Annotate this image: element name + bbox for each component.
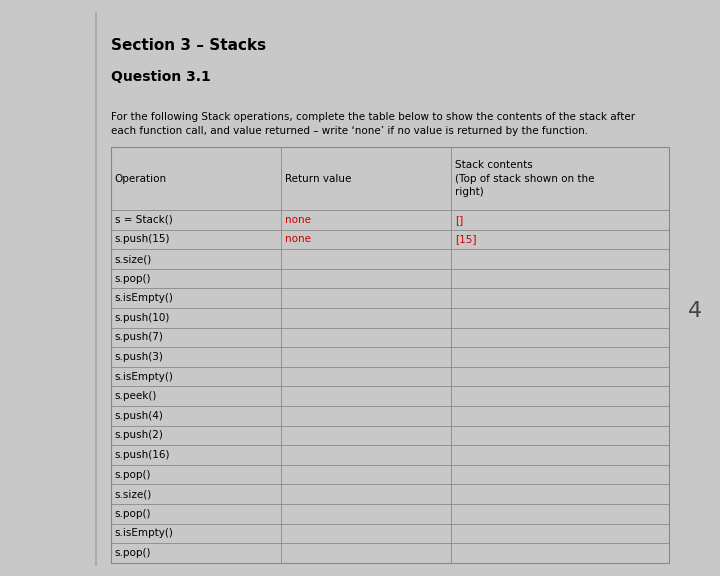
Text: s.push(3): s.push(3) [115, 352, 163, 362]
Text: s.push(10): s.push(10) [115, 313, 170, 323]
Text: s.pop(): s.pop() [115, 274, 151, 283]
Text: s.push(15): s.push(15) [115, 234, 171, 244]
Text: For the following Stack operations, complete the table below to show the content: For the following Stack operations, comp… [111, 112, 635, 137]
Text: s.pop(): s.pop() [115, 469, 151, 480]
Text: s.pop(): s.pop() [115, 548, 151, 558]
Text: Section 3 – Stacks: Section 3 – Stacks [111, 37, 266, 52]
Text: s.push(16): s.push(16) [115, 450, 171, 460]
Text: s.isEmpty(): s.isEmpty() [115, 293, 174, 303]
Text: none: none [285, 215, 311, 225]
Text: Operation: Operation [115, 173, 167, 184]
Text: s.isEmpty(): s.isEmpty() [115, 372, 174, 382]
Text: s.size(): s.size() [115, 489, 152, 499]
Bar [111, 147, 669, 563]
Text: s.isEmpty(): s.isEmpty() [115, 528, 174, 539]
Text: s.push(7): s.push(7) [115, 332, 163, 342]
Text: s.size(): s.size() [115, 254, 152, 264]
Text: s.push(2): s.push(2) [115, 430, 163, 441]
Text: [15]: [15] [455, 234, 477, 244]
Text: 4: 4 [688, 301, 702, 321]
Text: s.push(4): s.push(4) [115, 411, 163, 421]
Text: s = Stack(): s = Stack() [115, 215, 173, 225]
Text: []: [] [455, 215, 464, 225]
Text: Return value: Return value [285, 173, 351, 184]
Text: s.pop(): s.pop() [115, 509, 151, 519]
Text: Stack contents
(Top of stack shown on the
right): Stack contents (Top of stack shown on th… [455, 161, 595, 197]
Text: Question 3.1: Question 3.1 [111, 70, 210, 84]
Text: none: none [285, 234, 311, 244]
Text: s.peek(): s.peek() [115, 391, 157, 401]
